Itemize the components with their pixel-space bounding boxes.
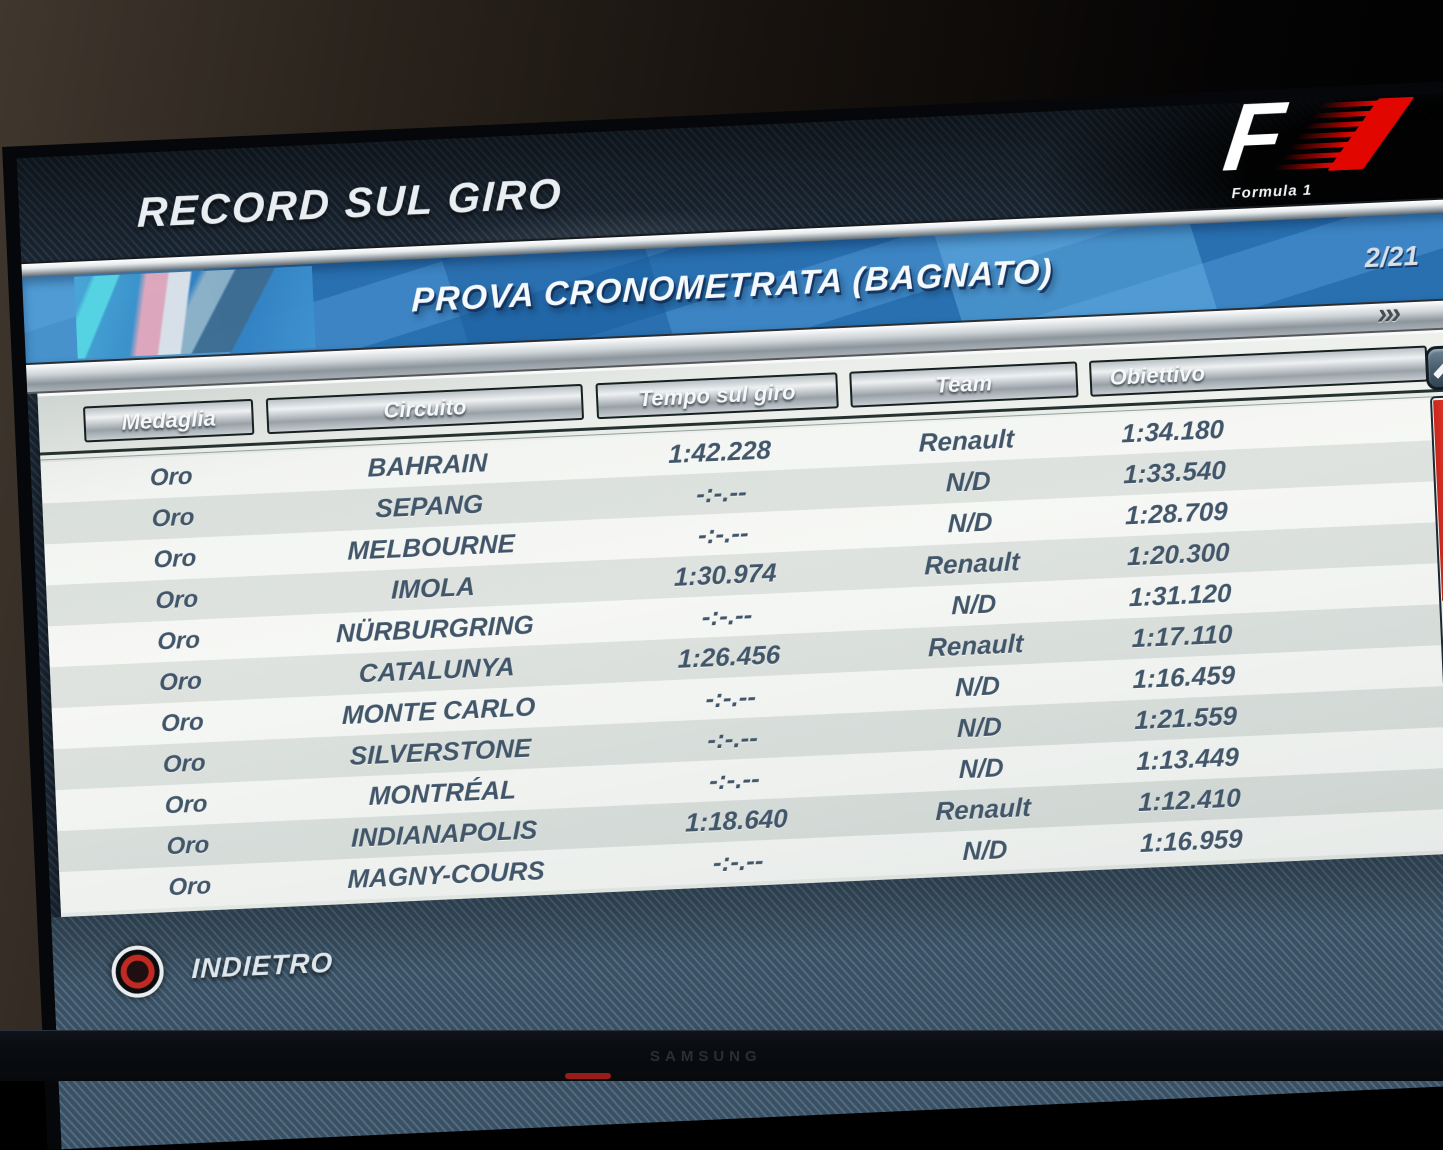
team-cell: N/D: [955, 670, 1001, 703]
medal-cell: Oro: [149, 462, 193, 492]
objective-cell: 1:12.410: [1138, 782, 1241, 818]
column-header-objective-label: Obiettivo: [1109, 360, 1206, 390]
column-header-lap-time: Tempo sul giro: [595, 372, 839, 420]
lap-time-cell: -:-.--: [701, 599, 753, 632]
medal-cell: Oro: [160, 708, 204, 738]
team-cell: Renault: [928, 628, 1024, 663]
next-page-chevrons-icon: ›››: [1376, 296, 1399, 331]
tv-bezel: SAMSUNG: [0, 1030, 1443, 1081]
objective-cell: 1:34.180: [1121, 413, 1225, 449]
page-title: RECORD SUL GIRO: [136, 169, 564, 236]
column-header-medal-label: Medaglia: [121, 405, 217, 435]
objective-cell: 1:16.459: [1132, 659, 1236, 695]
lap-time-cell: 1:42.228: [668, 434, 772, 470]
team-cell: N/D: [945, 465, 991, 498]
medal-cell: Oro: [151, 503, 195, 533]
lap-time-cell: 1:18.640: [685, 802, 788, 838]
column-header-circuit: Circuito: [265, 383, 585, 435]
lap-time-cell: -:-.--: [712, 845, 764, 878]
records-table: Oro BAHRAIN 1:42.228 Renault 1:34.180 Or…: [40, 389, 1443, 914]
objective-cell: 1:16.959: [1139, 823, 1243, 859]
tv-screen: RECORD SUL GIRO F Formula 1 PROVA CRONOM…: [2, 70, 1443, 1150]
team-cell: N/D: [958, 752, 1004, 785]
team-cell: Renault: [918, 423, 1015, 458]
medal-cell: Oro: [155, 585, 199, 615]
lap-time-cell: 1:26.456: [677, 639, 781, 674]
medal-cell: Oro: [162, 749, 206, 779]
team-cell: N/D: [962, 834, 1008, 867]
objective-cell: 1:28.709: [1125, 495, 1228, 531]
medal-cell: Oro: [164, 790, 208, 820]
lap-time-cell: -:-.--: [705, 681, 757, 714]
team-cell: N/D: [951, 588, 997, 621]
table-heading: PROVA CRONOMETRATA (BAGNATO): [411, 252, 1054, 320]
f1-logo-f: F: [1218, 82, 1290, 192]
tv-led: [565, 1073, 611, 1079]
column-header-objective: Obiettivo: [1088, 345, 1429, 397]
page-indicator: 2/21: [1363, 239, 1420, 274]
medal-cell: Oro: [166, 831, 210, 861]
column-header-medal: Medaglia: [82, 398, 255, 443]
objective-cell: 1:33.540: [1123, 454, 1226, 490]
column-header-team: Team: [849, 361, 1079, 408]
medal-cell: Oro: [153, 544, 197, 574]
lap-time-cell: -:-.--: [709, 763, 760, 796]
team-cell: N/D: [956, 711, 1002, 744]
objective-cell: 1:17.110: [1131, 618, 1233, 654]
team-cell: Renault: [924, 546, 1020, 581]
objective-cell: 1:20.300: [1126, 536, 1230, 572]
lap-time-cell: -:-.--: [698, 517, 749, 550]
f1-logo: F Formula 1: [1218, 82, 1423, 204]
column-header-team-label: Team: [934, 370, 993, 398]
objective-cell: 1:31.120: [1128, 577, 1232, 613]
f1-logo-caption: Formula 1: [1231, 181, 1313, 203]
column-header-circuit-label: Circuito: [382, 394, 467, 423]
team-cell: Renault: [935, 791, 1031, 827]
back-button[interactable]: INDIETRO: [110, 937, 334, 999]
column-header-lap-time-label: Tempo sul giro: [638, 379, 797, 412]
records-panel: Medaglia Circuito Tempo sul giro Team Ob…: [37, 321, 1443, 921]
chevron-up-icon: [1432, 356, 1443, 391]
team-cell: N/D: [947, 506, 993, 539]
lap-time-cell: -:-.--: [696, 476, 747, 509]
medal-cell: Oro: [157, 626, 201, 656]
tv-brand-logo: SAMSUNG: [650, 1048, 762, 1065]
circle-button-icon: [110, 944, 165, 999]
back-button-label: INDIETRO: [191, 946, 334, 985]
objective-cell: 1:21.559: [1134, 700, 1238, 736]
lap-time-cell: 1:30.974: [673, 557, 777, 592]
circle-button-ring: [119, 953, 156, 990]
objective-cell: 1:13.449: [1136, 741, 1239, 777]
medal-cell: Oro: [159, 667, 202, 697]
band-artwork: [74, 266, 316, 359]
medal-cell: Oro: [168, 872, 212, 902]
scrollbar-thumb[interactable]: [1433, 398, 1443, 602]
lap-time-cell: -:-.--: [707, 722, 759, 755]
scroll-up-button[interactable]: [1424, 344, 1443, 391]
